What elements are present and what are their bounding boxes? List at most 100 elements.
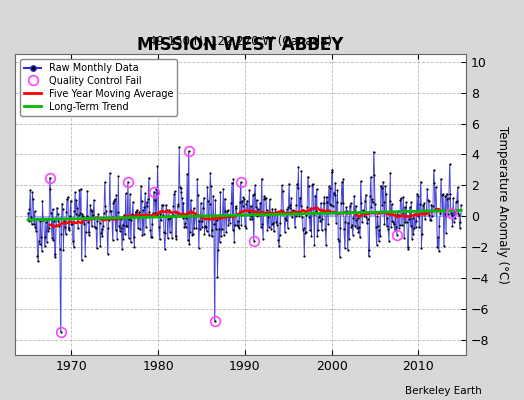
Point <box>333 187 342 193</box>
Point <box>27 221 36 228</box>
Point <box>296 194 304 201</box>
Point <box>25 206 34 212</box>
Point <box>301 229 310 235</box>
Point <box>24 210 32 216</box>
Point <box>112 192 121 198</box>
Point <box>86 202 94 209</box>
Point <box>332 219 340 226</box>
Point <box>291 224 299 230</box>
Point <box>121 231 129 238</box>
Point <box>364 253 373 259</box>
Point <box>62 209 71 215</box>
Point <box>289 207 297 213</box>
Point <box>320 200 328 206</box>
Point <box>91 224 100 230</box>
Point <box>151 210 159 216</box>
Point <box>179 214 187 221</box>
Point <box>38 248 46 254</box>
Point <box>72 196 81 203</box>
Point <box>132 208 140 215</box>
Point <box>441 193 450 199</box>
Point <box>244 208 253 215</box>
Point <box>32 216 41 222</box>
Point <box>115 223 123 229</box>
Point <box>323 199 332 206</box>
Point <box>322 242 330 248</box>
Point <box>284 204 292 210</box>
Point <box>122 223 130 230</box>
Point <box>259 196 268 202</box>
Point <box>314 214 323 220</box>
Point <box>325 200 334 207</box>
Point <box>265 196 274 202</box>
Point <box>208 226 216 233</box>
Point <box>392 224 400 230</box>
Point <box>422 209 431 216</box>
Point <box>326 185 334 192</box>
Point <box>34 258 42 264</box>
Point <box>377 182 385 189</box>
Point <box>114 173 123 180</box>
Point <box>152 212 161 218</box>
Point <box>183 170 191 177</box>
Point <box>160 246 169 252</box>
Point <box>84 232 93 238</box>
Point <box>383 215 391 221</box>
Point <box>163 235 172 242</box>
Point <box>341 219 350 225</box>
Point <box>181 220 189 227</box>
Point <box>173 210 181 216</box>
Point <box>82 213 91 219</box>
Point <box>453 184 462 191</box>
Point <box>396 222 404 229</box>
Point <box>253 213 261 220</box>
Point <box>453 198 461 204</box>
Point <box>213 273 222 280</box>
Point <box>101 203 110 210</box>
Point <box>140 204 149 210</box>
Point <box>122 190 130 197</box>
Point <box>420 200 429 206</box>
Point <box>127 217 136 224</box>
Point <box>213 217 221 223</box>
Point <box>90 197 98 203</box>
Point <box>111 227 119 234</box>
Point <box>159 212 168 218</box>
Point <box>298 214 306 221</box>
Point <box>210 318 219 324</box>
Point <box>389 219 397 225</box>
Point <box>72 211 80 217</box>
Point <box>297 168 305 174</box>
Point <box>277 207 285 214</box>
Point <box>27 214 35 220</box>
Point <box>63 196 71 202</box>
Point <box>188 232 196 238</box>
Point <box>36 241 44 248</box>
Point <box>328 169 336 176</box>
Point <box>141 224 150 230</box>
Point <box>347 224 355 230</box>
Point <box>428 213 436 219</box>
Point <box>405 216 413 222</box>
Point <box>259 236 267 242</box>
Title: MISSION WEST ABBEY: MISSION WEST ABBEY <box>137 36 344 54</box>
Point <box>257 223 265 230</box>
Point <box>413 213 422 220</box>
Point <box>252 204 260 210</box>
Point <box>46 174 54 181</box>
Point <box>236 179 245 186</box>
Point <box>438 192 446 199</box>
Point <box>180 224 189 230</box>
Point <box>110 197 118 204</box>
Point <box>419 209 428 215</box>
Point <box>135 213 143 219</box>
Point <box>186 229 194 235</box>
Point <box>232 204 241 211</box>
Point <box>369 149 378 155</box>
Point <box>300 253 309 259</box>
Point <box>184 148 193 154</box>
Point <box>351 223 359 229</box>
Point <box>118 222 127 228</box>
Point <box>417 245 425 252</box>
Point <box>129 199 137 206</box>
